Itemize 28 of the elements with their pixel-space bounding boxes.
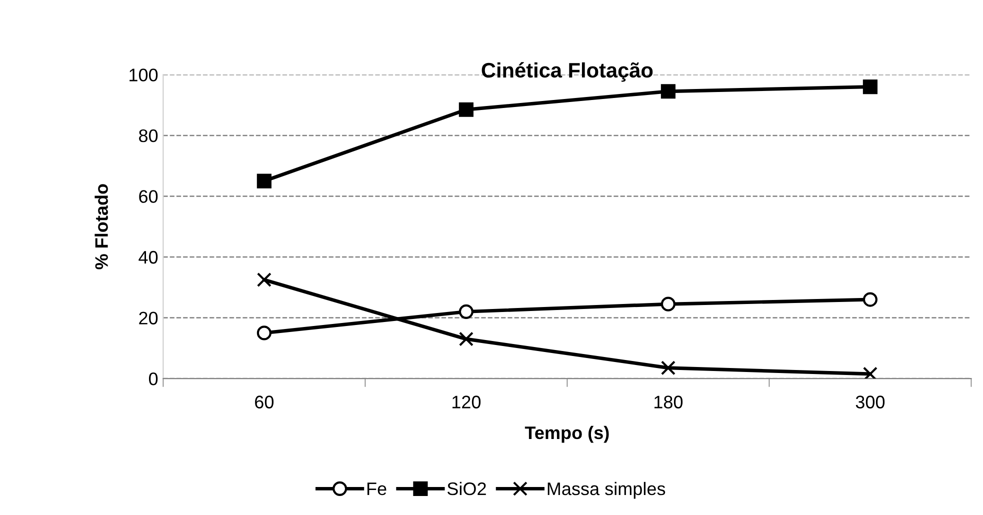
point xyxy=(458,304,474,319)
x-tick-label: 180 xyxy=(654,396,683,408)
y-tick-label: 100 xyxy=(130,68,158,82)
y-tick-label: 60 xyxy=(139,190,158,203)
x-tick-label: 300 xyxy=(856,396,885,408)
point xyxy=(660,296,676,312)
y-tick-label: 40 xyxy=(138,250,158,264)
x-tick-label: 60 xyxy=(255,396,274,408)
point xyxy=(660,84,676,99)
x-tick-label: 120 xyxy=(452,396,481,408)
point xyxy=(458,102,474,117)
point xyxy=(862,292,878,307)
point xyxy=(862,80,878,94)
y-tick-label: 0 xyxy=(148,372,158,386)
y-tick-label: 20 xyxy=(139,312,158,324)
point xyxy=(862,366,878,379)
point xyxy=(256,272,272,288)
chart-title: Cinética Flotação xyxy=(482,62,653,82)
y-axis-title: % Flotado xyxy=(94,184,108,270)
point xyxy=(660,360,676,376)
point xyxy=(458,332,474,346)
y-tick-label: 80 xyxy=(139,129,158,142)
point xyxy=(256,326,272,340)
x-axis-title: Tempo (s) xyxy=(524,426,609,443)
point xyxy=(256,174,272,188)
legend-label: Massa simples xyxy=(548,482,666,499)
legend-label: Fe xyxy=(367,482,386,496)
legend-label: SiO2 xyxy=(447,482,486,496)
